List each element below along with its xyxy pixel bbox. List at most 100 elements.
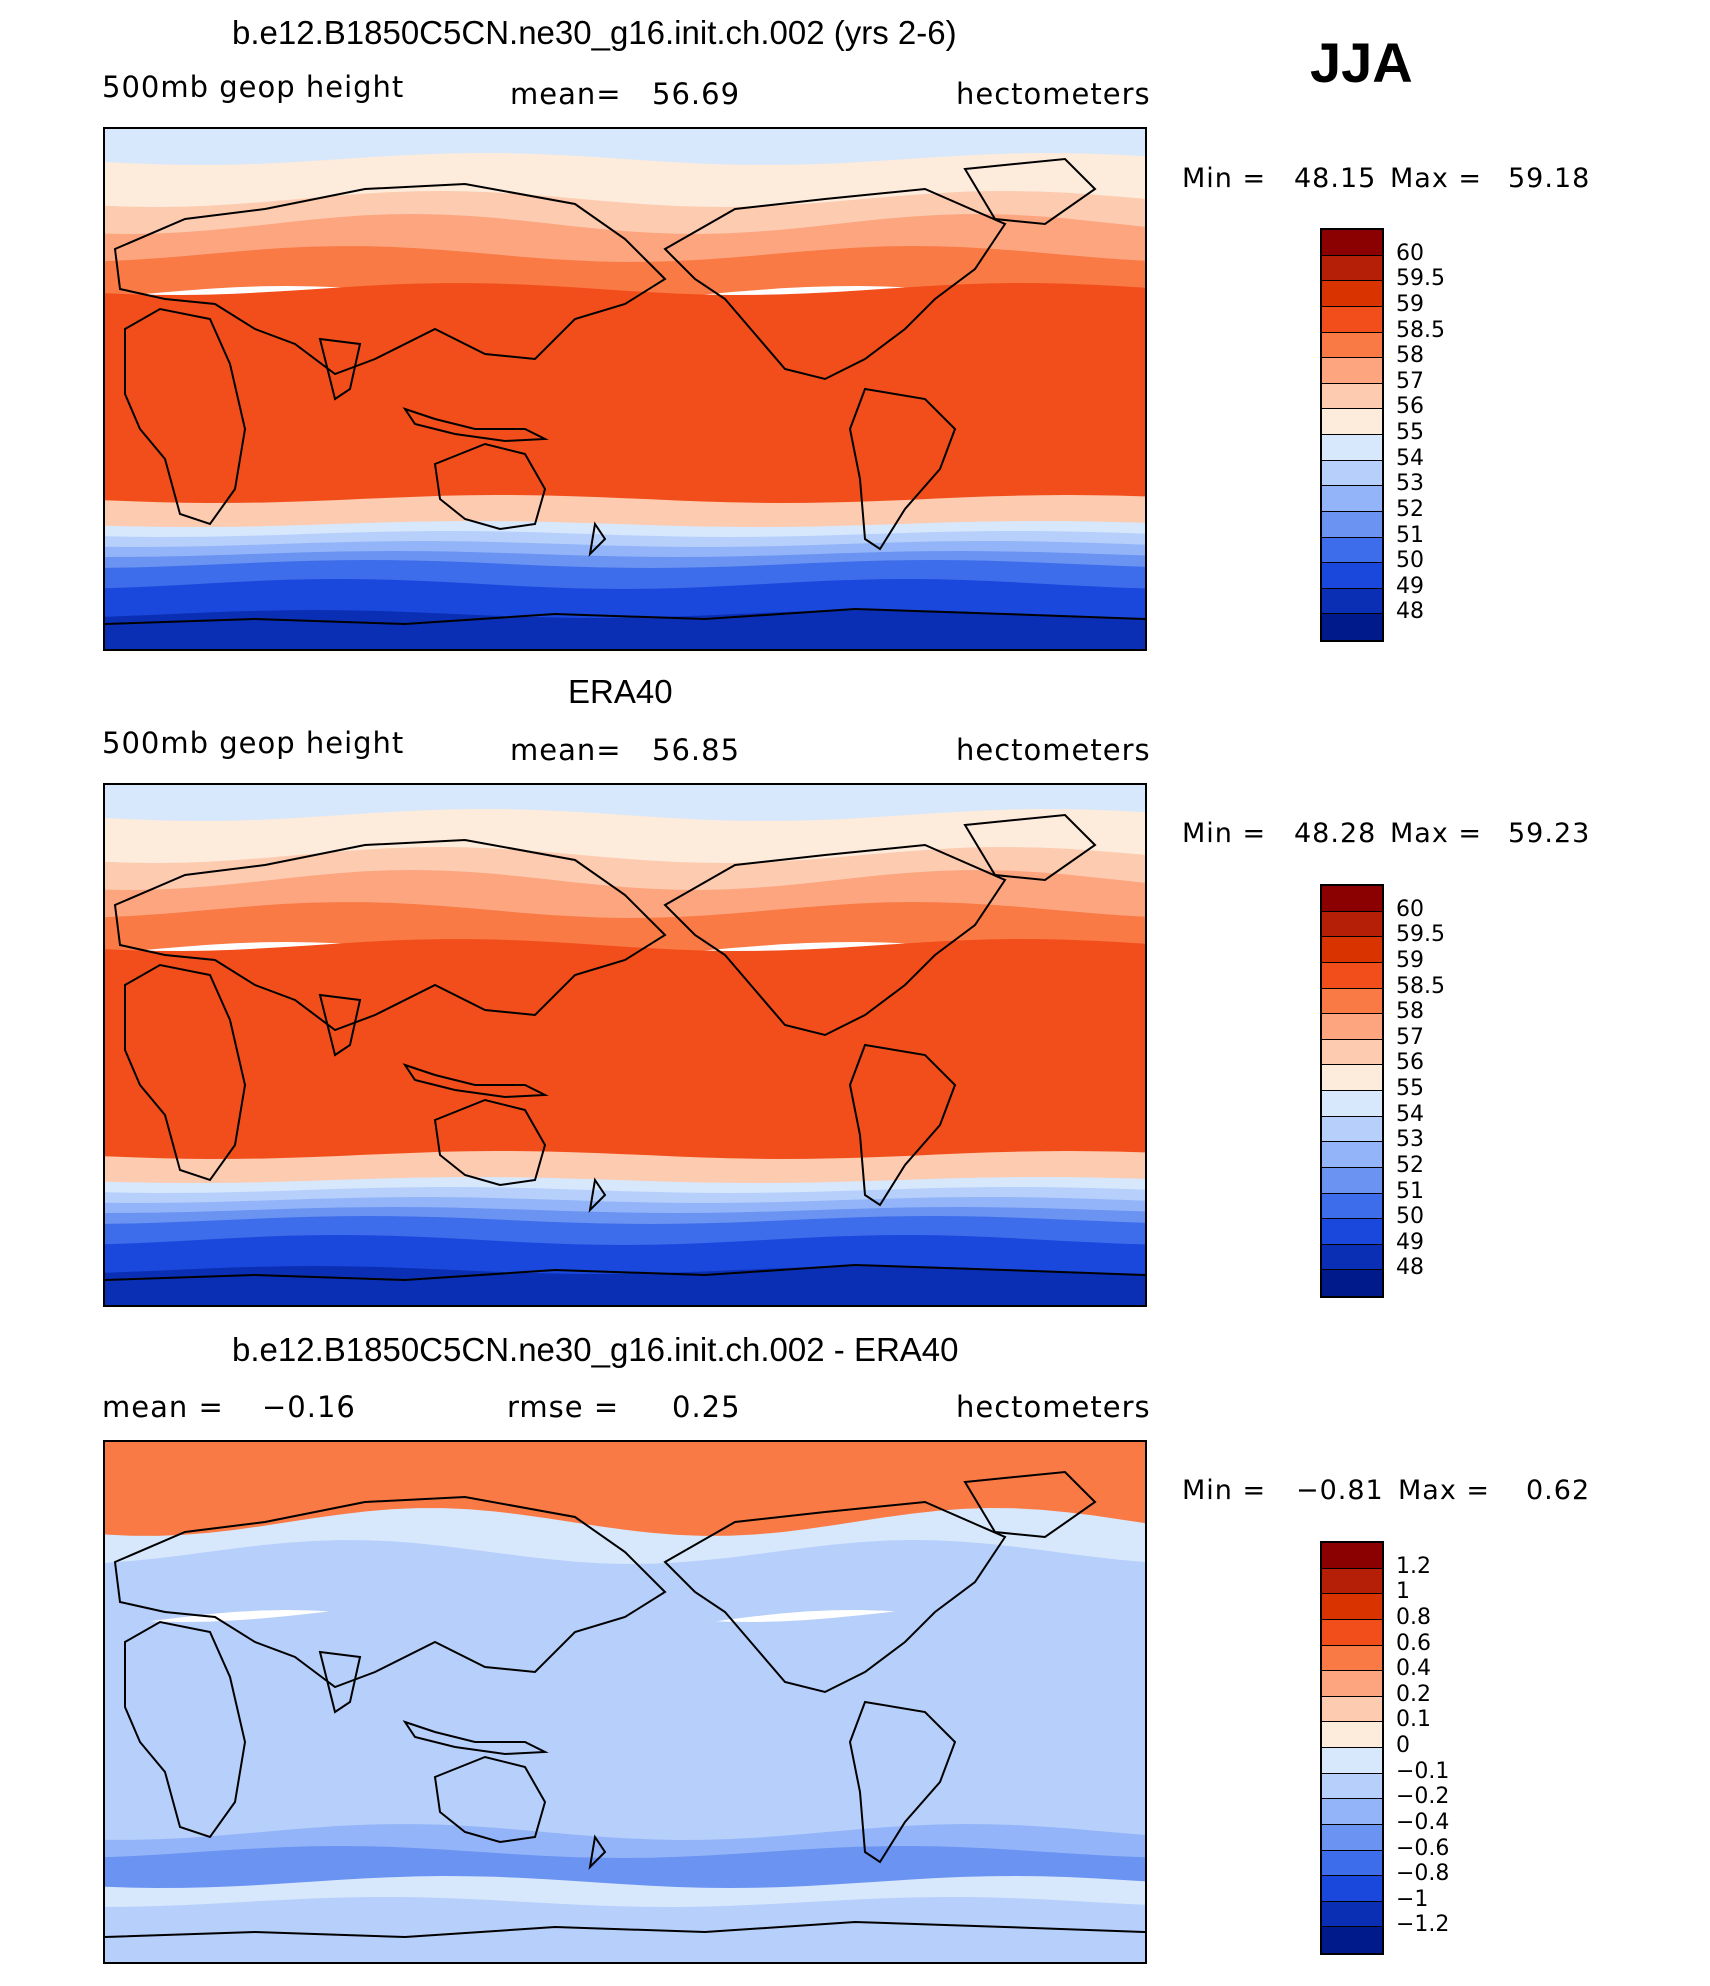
colorbar-swatch [1322,1568,1382,1595]
coastline [124,1620,247,1839]
contour-band [105,191,1145,237]
contour-band [105,541,1145,562]
panel-2-max-label: Max = [1390,818,1483,849]
panel-1-max-label: Max = [1390,163,1483,194]
coastline [124,963,247,1182]
colorbar-swatch [1322,1543,1382,1569]
coastline [848,1700,957,1864]
panel-1-colorbar: 60 59.5 59 58.5 58 57 56 55 54 53 52 51 50 49 48 [1320,228,1500,642]
contour-band [105,551,1145,572]
contour-band [105,1508,1145,1576]
coastline [113,182,667,376]
colorbar-tick-label: 1 [1396,1579,1410,1605]
colorbar-swatch [1322,1773,1382,1800]
colorbar-tick-label: 56 [1396,394,1424,420]
contour-band [105,283,1145,515]
colorbar-swatch [1322,1799,1382,1825]
colorbar-swatch [1322,1722,1382,1748]
colorbar-swatch [1322,409,1382,435]
coastline [402,1063,549,1099]
colorbar-swatch [1322,486,1382,512]
colorbar-tick-label: 52 [1396,1152,1424,1178]
panel-2-mean-label: mean= [510,733,622,767]
colorbar-swatch [1322,1167,1382,1194]
coastline [113,1495,667,1689]
colorbar-tick-label: 49 [1396,573,1424,599]
coastline [663,187,1007,381]
contour-band [105,1266,1145,1305]
colorbar-swatch [1322,306,1382,333]
colorbar-swatch [1322,1850,1382,1877]
colorbar-tick-label: 52 [1396,496,1424,522]
map-canvas [105,785,1145,1305]
colorbar-tick-label: 51 [1396,522,1424,548]
coastline [105,1263,1145,1282]
panel-1-mean-value: 56.69 [652,77,741,111]
colorbar-swatch [1322,460,1382,487]
colorbar-tick-label: 59.5 [1396,922,1445,948]
panel-1-units: hectometers [956,77,1151,111]
colorbar-swatch [1322,1901,1382,1928]
panel-1-title: b.e12.B1850C5CN.ne30_g16.init.ch.002 (yr… [232,14,957,51]
colorbar-swatch [1322,563,1382,589]
panel-3-max-value: 0.62 [1526,1475,1591,1506]
colorbar-swatch [1322,1927,1382,1953]
colorbar-tick-label: 53 [1396,471,1424,497]
panel-1-min-label: Min = [1182,163,1267,194]
coastline [433,442,547,531]
colorbar-tick-label: 60 [1396,240,1424,266]
colorbar-tick-label: −1.2 [1396,1912,1450,1938]
panel-2-units: hectometers [956,733,1151,767]
colorbar-swatch [1322,1091,1382,1117]
colorbar-swatch [1322,1116,1382,1143]
contour-band [105,1824,1145,1870]
contour-band [105,939,1145,1171]
colorbar-swatch [1322,1748,1382,1774]
panel-2-min-value: 48.28 [1294,818,1377,849]
panel-2-mean-value: 56.85 [652,733,741,767]
colorbar-tick-label: 59.5 [1396,266,1445,292]
panel-3-map [103,1440,1147,1964]
panel-3-title: b.e12.B1850C5CN.ne30_g16.init.ch.002 - E… [232,1331,959,1368]
colorbar-tick-label: 0.8 [1396,1604,1431,1630]
colorbar-tick-label: −0.6 [1396,1835,1450,1861]
coastline [963,813,1097,882]
colorbar-swatch [1322,588,1382,615]
coastline [402,407,549,443]
panel-3-rmse-label: rmse = [507,1390,620,1424]
colorbar-box [1320,1541,1384,1955]
colorbar-swatch [1322,255,1382,282]
season-label: JJA [1310,31,1413,94]
colorbar-swatch [1322,1824,1382,1851]
colorbar-swatch [1322,937,1382,963]
contour-band [105,1207,1145,1228]
map-canvas [105,1442,1145,1962]
colorbar-swatch [1322,281,1382,307]
panel-1-map [103,127,1147,651]
coastline [588,1834,607,1870]
colorbar-tick-label: 0.2 [1396,1681,1431,1707]
panel-1-max-value: 59.18 [1508,163,1591,194]
colorbar-tick-label: 58 [1396,343,1424,369]
coastline [318,1650,362,1714]
colorbar-swatch [1322,962,1382,989]
colorbar-tick-label: 60 [1396,896,1424,922]
colorbar-swatch [1322,911,1382,938]
colorbar-tick-label: −0.4 [1396,1809,1450,1835]
coastline [124,307,247,526]
map-canvas [105,129,1145,649]
panel-2-colorbar: 60 59.5 59 58.5 58 57 56 55 54 53 52 51 50 49 48 [1320,884,1500,1298]
coastline [113,838,667,1032]
coastline [433,1755,547,1844]
colorbar-swatch [1322,332,1382,359]
panel-2-map [103,783,1147,1307]
colorbar-tick-label: 48 [1396,1255,1424,1281]
colorbar-swatch [1322,1671,1382,1697]
colorbar-tick-label: −1 [1396,1886,1429,1912]
colorbar-tick-label: 50 [1396,548,1424,574]
panel-3-mean-label: mean = [102,1390,224,1424]
colorbar-tick-label: −0.8 [1396,1861,1450,1887]
contour-band [105,1602,1145,1852]
colorbar-swatch [1322,1619,1382,1646]
colorbar-swatch [1322,1876,1382,1902]
